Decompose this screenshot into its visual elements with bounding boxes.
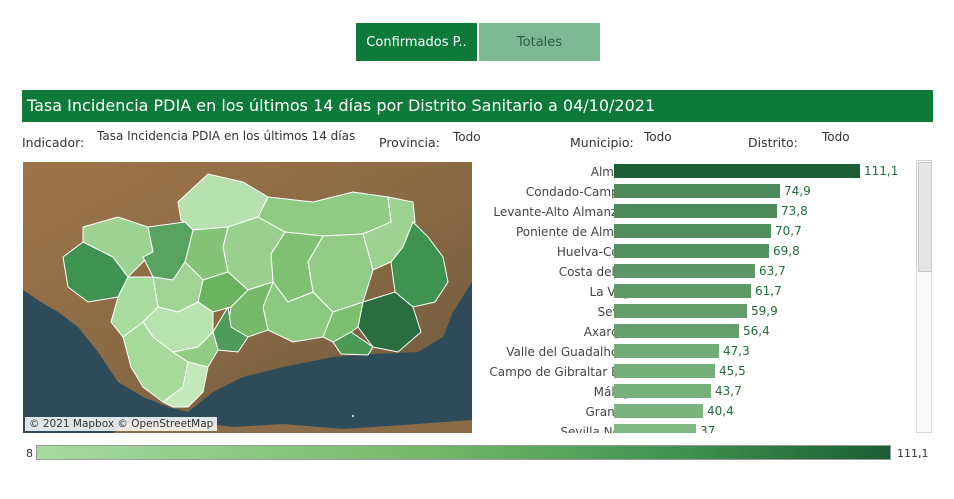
bar-value-label: 40,4 [707,404,734,418]
bar[interactable] [614,284,751,298]
bar-value-label: 74,9 [784,184,811,198]
legend-min: 8 [26,447,33,460]
bar-row[interactable]: Valle del Guadalhorce 47,3 [480,342,910,362]
bar-row[interactable]: Sevilla59,9 [480,302,910,322]
distrito-label: Distrito: [748,135,798,150]
district-almeria[interactable] [357,291,422,353]
bar-value-label: 73,8 [781,204,808,218]
bar[interactable] [614,224,771,238]
bar[interactable] [614,364,715,378]
bar-row[interactable]: Costa del Sol 63,7 [480,262,910,282]
bar[interactable] [614,304,747,318]
bar-chart: Almería111,1 Condado-Campiña 74,9 Levante-A… [480,162,910,433]
tab-confirmados-label: Confirmados P.. [366,34,467,50]
color-legend-bar [36,445,891,460]
distrito-filter[interactable]: Todo [822,130,850,144]
bar-row[interactable]: Huelva-Costa 69,8 [480,242,910,262]
bar-label: Sevilla Norte [560,425,637,433]
chart-scrollbar[interactable] [916,160,932,433]
legend-max: 111,1 [897,447,929,460]
bar-value-label: 63,7 [759,264,786,278]
bar-row[interactable]: Sevilla Norte 37 [480,422,910,433]
bar-label: Condado-Campiña [525,185,637,199]
bar[interactable] [614,404,703,418]
map-marker [352,415,354,417]
bar[interactable] [614,244,769,258]
bar-value-label: 37 [700,424,716,433]
page-title: Tasa Incidencia PDIA en los últimos 14 d… [22,90,933,122]
chart-scroll-thumb[interactable] [918,162,932,272]
district-levante-alto-almanzora[interactable] [390,221,449,308]
district-huelva-norte[interactable] [82,216,154,278]
bar-value-label: 59,9 [751,304,778,318]
andalucia-districts [62,173,449,408]
bar-value-label: 61,7 [755,284,782,298]
bar-label: Valle del Guadalhorce [506,345,637,359]
municipio-label: Municipio: [570,135,634,150]
bar-row[interactable]: Poniente de Almería 70,7 [480,222,910,242]
district-axarquia[interactable] [227,281,274,338]
bar-row[interactable]: Levante-Alto Almanzora 73,8 [480,202,910,222]
bar-value-label: 69,8 [773,244,800,258]
bar-row[interactable]: La Vega61,7 [480,282,910,302]
bar-value-label: 45,5 [719,364,746,378]
bar-value-label: 56,4 [743,324,770,338]
map-attribution: © 2021 Mapbox © OpenStreetMap [25,417,218,431]
bar-row[interactable]: Condado-Campiña 74,9 [480,182,910,202]
bar-row[interactable]: Almería111,1 [480,162,910,182]
bar[interactable] [614,424,696,433]
bar[interactable] [614,324,739,338]
provincia-filter[interactable]: Todo [453,130,481,144]
bar[interactable] [614,344,719,358]
bar-row[interactable]: Axarquía 56,4 [480,322,910,342]
tab-totales[interactable]: Totales [479,23,600,61]
bar-value-label: 47,3 [723,344,750,358]
bar-row[interactable]: Granada 40,4 [480,402,910,422]
tab-totales-label: Totales [516,34,563,50]
map-canvas [23,162,472,433]
bar[interactable] [614,164,860,178]
bar-value-label: 70,7 [775,224,802,238]
bar[interactable] [614,204,777,218]
provincia-label: Provincia: [379,135,440,150]
bar[interactable] [614,184,780,198]
bar-label: Campo de Gibraltar Este [489,365,637,379]
bar-row[interactable]: Campo de Gibraltar Este 45,5 [480,362,910,382]
district-granada-sur[interactable] [322,301,364,343]
municipio-filter[interactable]: Todo [644,130,672,144]
bar-value-label: 43,7 [715,384,742,398]
district-campo-gibraltar[interactable] [162,361,209,408]
bar-value-label: 111,1 [864,164,899,178]
bar-row[interactable]: Málaga43,7 [480,382,910,402]
indicador-label: Indicador: [22,135,85,150]
incidence-map[interactable]: © 2021 Mapbox © OpenStreetMap [23,162,472,433]
tab-confirmados[interactable]: Confirmados P.. [356,23,477,61]
bar-label: Levante-Alto Almanzora [493,205,637,219]
indicador-filter[interactable]: Tasa Incidencia PDIA en los últimos 14 d… [97,129,356,143]
bar-label: Poniente de Almería [515,225,637,239]
bar[interactable] [614,264,755,278]
bar[interactable] [614,384,711,398]
